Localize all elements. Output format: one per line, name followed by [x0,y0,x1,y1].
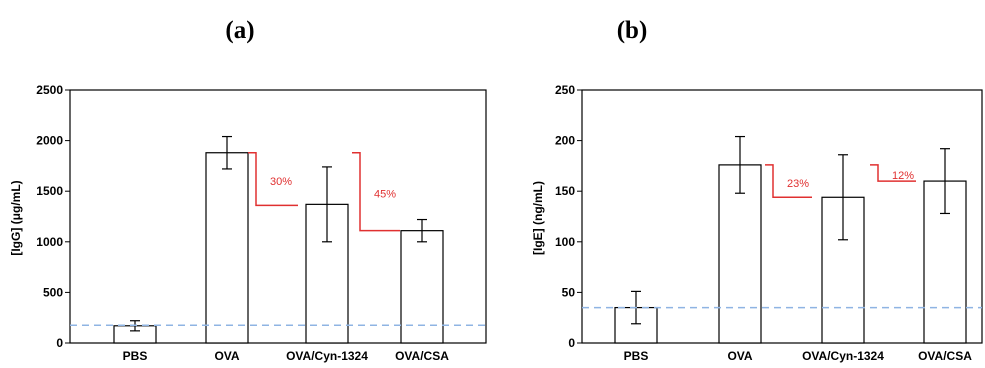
x-category-label: PBS [624,349,649,363]
y-tick-label: 250 [555,83,575,97]
bar-ova [206,153,248,343]
y-tick-label: 50 [562,285,576,299]
y-axis-title-a: [IgG] (μg/mL) [9,180,23,255]
reduction-label: 23% [787,178,809,190]
panel-label-a: (a) [225,17,254,44]
y-tick-label: 0 [56,336,63,350]
x-category-label: OVA/CSA [395,349,449,363]
bar-ova-csa [401,231,443,343]
y-tick-label: 2500 [36,83,63,97]
y-tick-label: 1000 [36,235,63,249]
y-tick-label: 500 [43,285,63,299]
x-category-label: OVA [214,349,239,363]
x-category-label: OVA/Cyn-1324 [802,349,884,363]
reduction-label: 30% [270,176,292,188]
x-category-label: OVA/Cyn-1324 [286,349,368,363]
chart-panel-a: (a) [IgG] (μg/mL) 0 500 1000 1500 2000 2500 PB… [9,17,486,363]
y-tick-label: 0 [568,336,575,350]
plot-frame-b [582,90,982,343]
chart-panel-b: (b) [IgE] (ng/mL) 0 50 100 150 200 250 PBS OVA O… [531,17,982,363]
x-category-label: OVA [727,349,752,363]
y-tick-label: 100 [555,235,575,249]
y-tick-label: 2000 [36,134,63,148]
y-axis-title-b: [IgE] (ng/mL) [531,181,545,255]
x-category-label: OVA/CSA [918,349,972,363]
panel-label-b: (b) [617,17,648,44]
reduction-label: 45% [374,189,396,201]
y-tick-label: 150 [555,184,575,198]
x-category-label: PBS [123,349,148,363]
y-tick-label: 200 [555,134,575,148]
reduction-label: 12% [892,170,914,182]
y-tick-label: 1500 [36,184,63,198]
